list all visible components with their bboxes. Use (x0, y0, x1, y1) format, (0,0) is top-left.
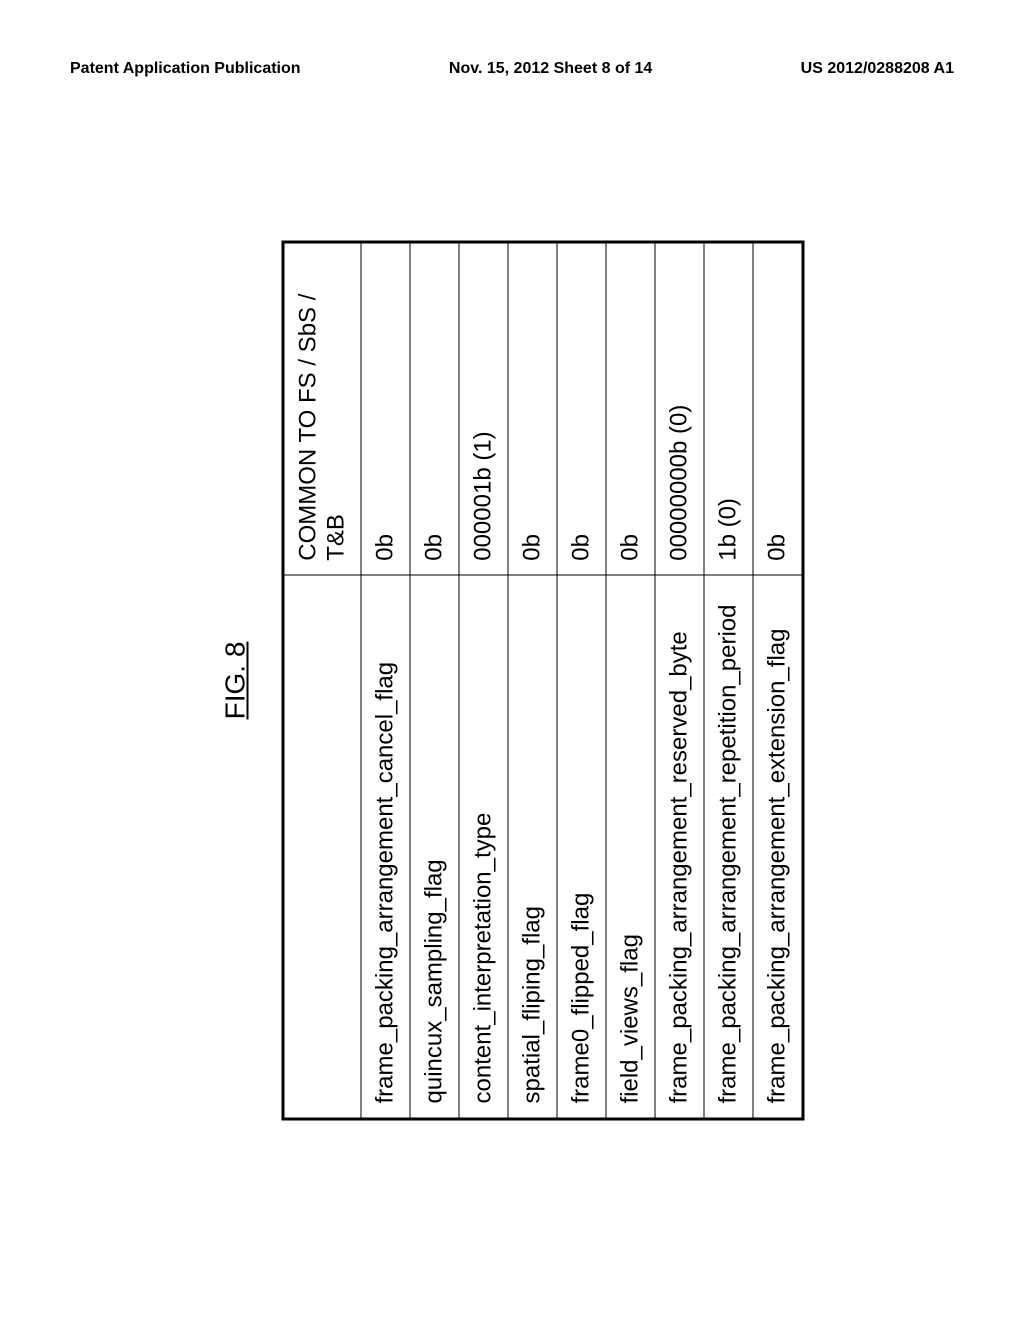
param-cell: frame0_flipped_flag (557, 575, 606, 1119)
table-row: frame_packing_arrangement_repetition_per… (704, 242, 753, 1119)
table-row: field_views_flag 0b (606, 242, 655, 1119)
param-cell: field_views_flag (606, 575, 655, 1119)
table-row: quincux_sampling_flag 0b (410, 242, 459, 1119)
param-cell: frame_packing_arrangement_reserved_byte (655, 575, 704, 1119)
value-cell: 0b (557, 242, 606, 575)
param-cell: frame_packing_arrangement_extension_flag (753, 575, 803, 1119)
value-cell: 00000000b (0) (655, 242, 704, 575)
table-row: content_interpretation_type 000001b (1) (459, 242, 508, 1119)
header-cell-param (283, 575, 361, 1119)
param-cell: content_interpretation_type (459, 575, 508, 1119)
param-cell: frame_packing_arrangement_cancel_flag (361, 575, 410, 1119)
rotated-figure: FIG. 8 COMMON TO FS / SbS / T&B frame_pa… (220, 240, 805, 1120)
header-center: Nov. 15, 2012 Sheet 8 of 14 (449, 60, 652, 78)
header-cell-value: COMMON TO FS / SbS / T&B (283, 242, 361, 575)
figure-container: FIG. 8 COMMON TO FS / SbS / T&B frame_pa… (0, 180, 1024, 1180)
value-cell: 0b (606, 242, 655, 575)
header-right: US 2012/0288208 A1 (801, 60, 954, 78)
param-cell: spatial_fliping_flag (508, 575, 557, 1119)
value-cell: 0b (361, 242, 410, 575)
param-cell: frame_packing_arrangement_repetition_per… (704, 575, 753, 1119)
table-header-row: COMMON TO FS / SbS / T&B (283, 242, 361, 1119)
table-row: frame0_flipped_flag 0b (557, 242, 606, 1119)
value-cell: 0b (753, 242, 803, 575)
table-row: frame_packing_arrangement_extension_flag… (753, 242, 803, 1119)
page-header: Patent Application Publication Nov. 15, … (0, 0, 1024, 78)
table-row: frame_packing_arrangement_reserved_byte … (655, 242, 704, 1119)
value-cell: 000001b (1) (459, 242, 508, 575)
table-row: frame_packing_arrangement_cancel_flag 0b (361, 242, 410, 1119)
table-row: spatial_fliping_flag 0b (508, 242, 557, 1119)
parameter-table: COMMON TO FS / SbS / T&B frame_packing_a… (282, 240, 805, 1120)
param-cell: quincux_sampling_flag (410, 575, 459, 1119)
header-left: Patent Application Publication (70, 60, 301, 78)
value-cell: 1b (0) (704, 242, 753, 575)
table-body: frame_packing_arrangement_cancel_flag 0b… (361, 242, 803, 1119)
figure-label: FIG. 8 (220, 240, 252, 1120)
value-cell: 0b (508, 242, 557, 575)
value-cell: 0b (410, 242, 459, 575)
